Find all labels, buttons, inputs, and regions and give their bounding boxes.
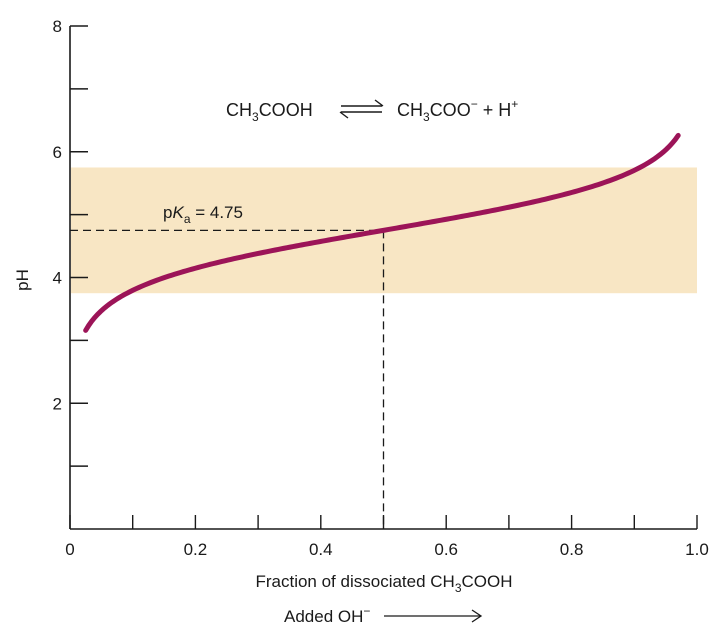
x-axis-secondary-title: Added OH−	[284, 604, 370, 626]
x-tick-label: 0	[65, 540, 74, 559]
reaction-right-species: CH3COO− + H+	[397, 97, 518, 124]
y-tick-label: 6	[53, 143, 62, 162]
x-tick-label: 1.0	[685, 540, 709, 559]
x-tick-label: 0.2	[184, 540, 208, 559]
axis-ticks: 0 0.2 0.4 0.6 0.8 1.0 2 4 6 8	[53, 17, 709, 559]
x-tick-label: 0.8	[560, 540, 584, 559]
reaction-left-species: CH3COOH	[226, 100, 313, 124]
x-tick-label: 0.4	[309, 540, 333, 559]
equilibrium-arrows-icon	[339, 99, 384, 119]
y-tick-label: 4	[53, 269, 62, 288]
pka-label: pKa = 4.75	[163, 203, 243, 226]
arrow-right-icon	[384, 609, 483, 623]
y-tick-label: 2	[53, 394, 62, 413]
y-axis-title: pH	[13, 269, 32, 291]
x-axis-title: Fraction of dissociated CH3COOH	[255, 572, 512, 595]
x-tick-label: 0.6	[434, 540, 458, 559]
titration-curve	[83, 132, 681, 333]
y-tick-label: 8	[53, 17, 62, 36]
